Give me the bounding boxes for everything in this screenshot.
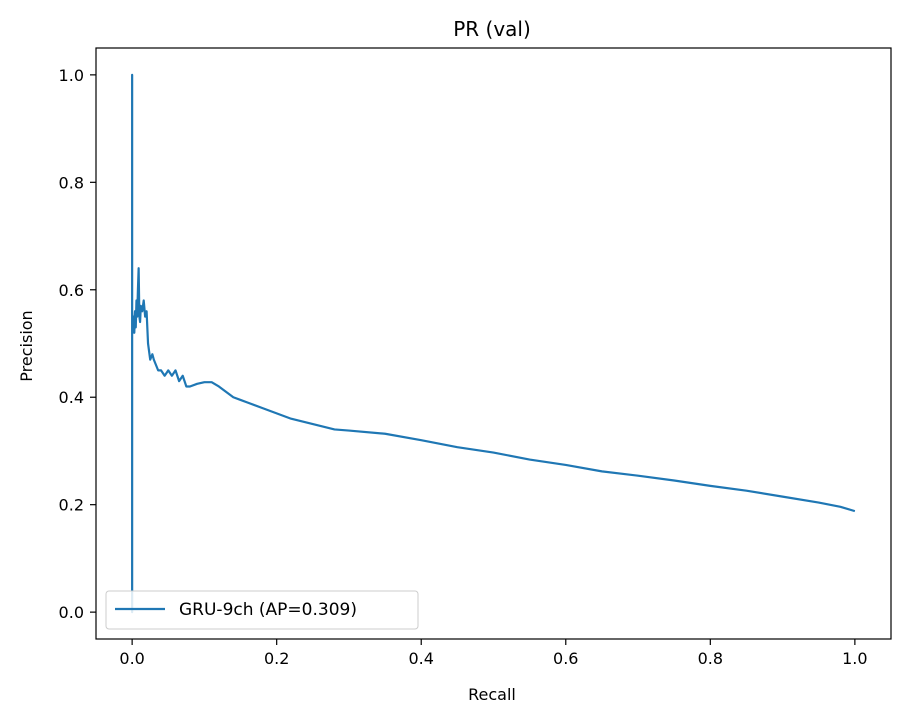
x-axis-ticks: 0.0 0.2 0.4 0.6 0.8 1.0: [119, 639, 868, 668]
y-axis-ticks: 0.0 0.2 0.4 0.6 0.8 1.0: [59, 66, 96, 622]
x-tick-label: 1.0: [842, 649, 867, 668]
y-tick-label: 1.0: [59, 66, 84, 85]
y-tick-label: 0.2: [59, 496, 84, 515]
series-line-gru-9ch: [131, 73, 856, 614]
legend: GRU-9ch (AP=0.309): [105, 590, 419, 630]
y-tick-label: 0.4: [59, 388, 84, 407]
y-axis-title: Precision: [17, 310, 36, 381]
x-tick-label: 0.4: [409, 649, 434, 668]
y-tick-label: 0.0: [59, 603, 84, 622]
plot-area: [131, 73, 856, 614]
x-axis-title: Recall: [468, 685, 516, 704]
chart-title: PR (val): [453, 17, 531, 41]
x-tick-label: 0.2: [264, 649, 289, 668]
legend-label: GRU-9ch (AP=0.309): [179, 600, 357, 620]
axes-frame: [95, 47, 892, 640]
legend-box: [105, 590, 419, 630]
x-tick-label: 0.6: [553, 649, 578, 668]
y-tick-label: 0.6: [59, 281, 84, 300]
x-tick-label: 0.8: [698, 649, 723, 668]
y-tick-label: 0.8: [59, 173, 84, 192]
x-tick-label: 0.0: [119, 649, 144, 668]
